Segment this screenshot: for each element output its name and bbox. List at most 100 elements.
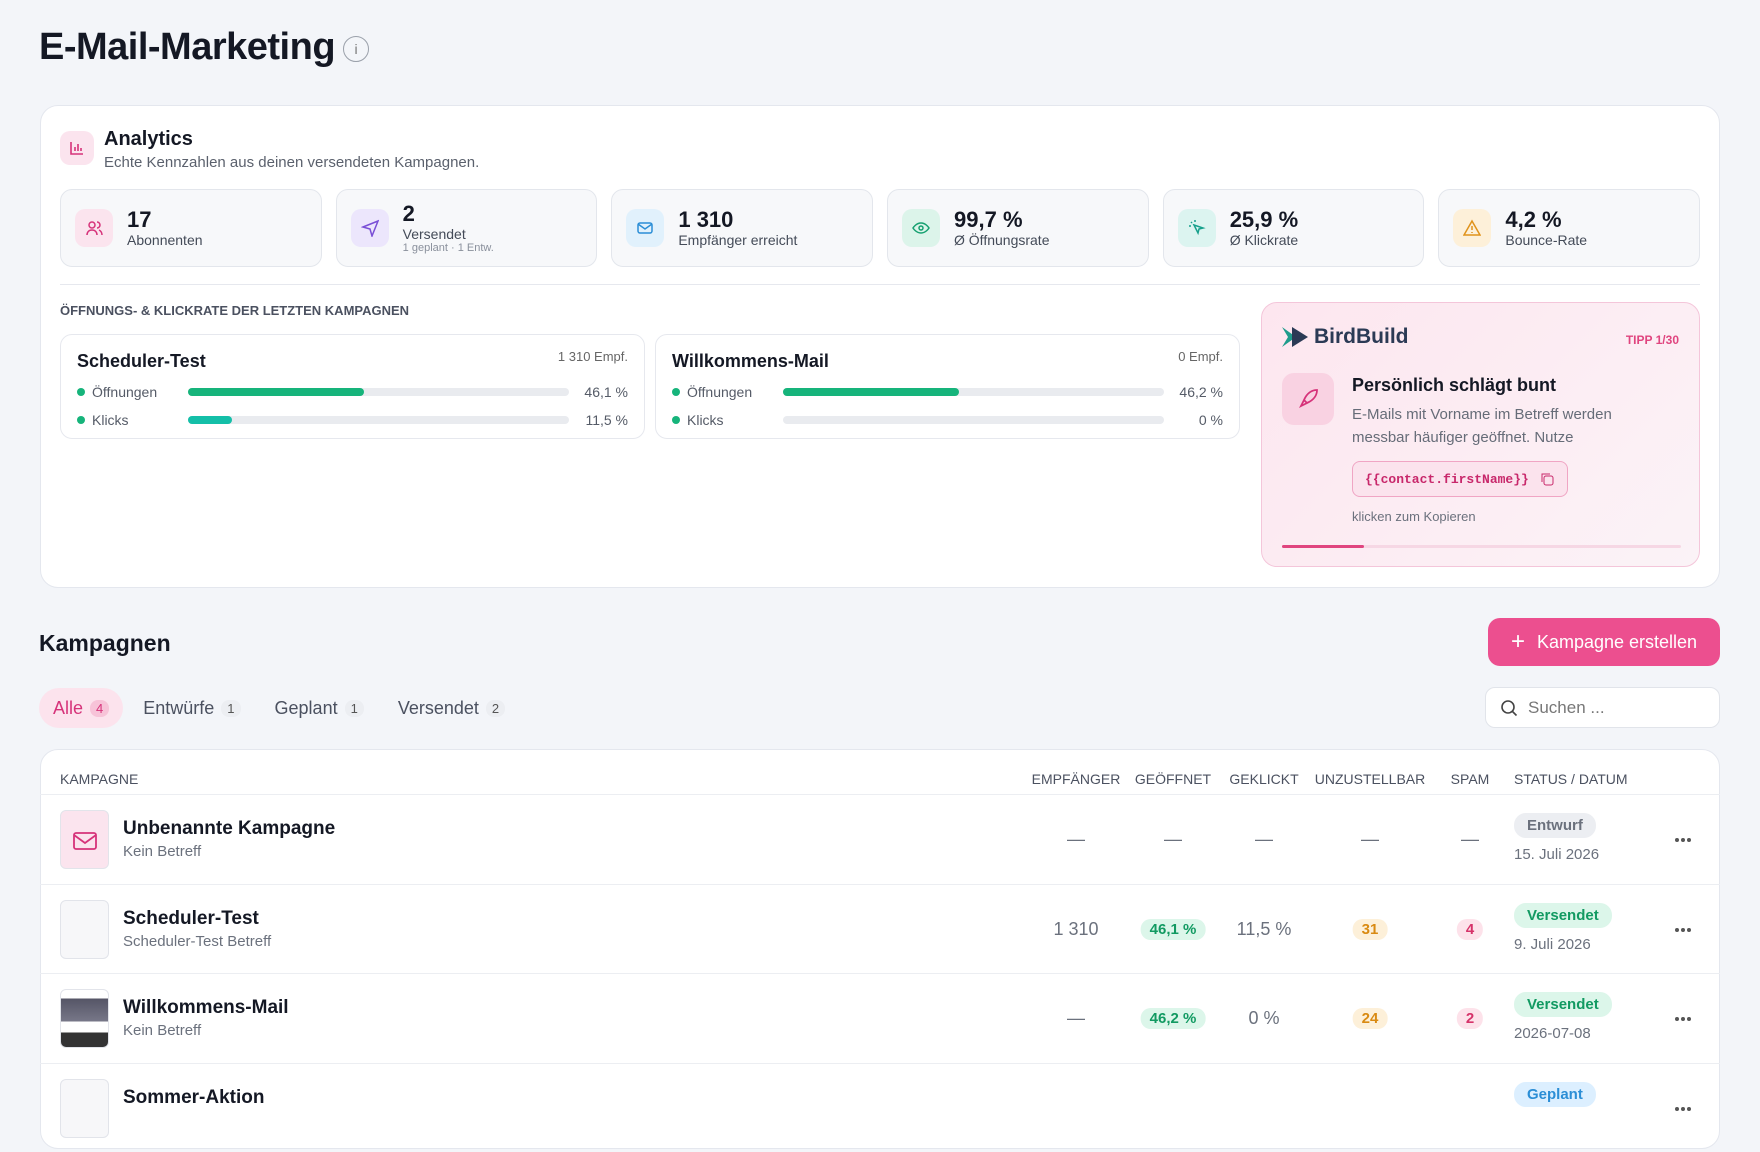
column-header: EMPFÄNGER bbox=[1031, 771, 1121, 787]
thumbnail bbox=[60, 989, 109, 1048]
stat-label: Empfänger erreicht bbox=[678, 232, 798, 248]
tip-text: E-Mails mit Vorname im Betreff werden me… bbox=[1352, 406, 1612, 446]
tab-count: 1 bbox=[221, 699, 241, 717]
tip-counter: TIPP 1/30 bbox=[1625, 333, 1679, 347]
rate-name: Scheduler-Test bbox=[77, 351, 206, 371]
table-row[interactable]: Unbenannte Kampagne Kein Betreff — — — — — Entw… bbox=[40, 794, 1720, 883]
recipients-cell: — bbox=[1067, 795, 1085, 884]
clicked-value: — bbox=[1255, 829, 1273, 849]
campaign-name: Sommer-Aktion bbox=[123, 1086, 265, 1108]
status-date: 2026-07-08 bbox=[1514, 1025, 1591, 1042]
recipients-value: — bbox=[1067, 1008, 1085, 1028]
metric-track bbox=[188, 416, 569, 424]
metric-row: Öffnungen 46,2 % bbox=[672, 378, 1223, 406]
stat-value: 4,2 % bbox=[1505, 207, 1562, 232]
bounced-value: 24 bbox=[1352, 1008, 1388, 1029]
clicked-cell: 0 % bbox=[1248, 974, 1279, 1063]
row-menu[interactable] bbox=[1674, 1002, 1692, 1028]
recipients-value: — bbox=[1067, 829, 1085, 849]
spam-cell: 2 bbox=[1456, 974, 1484, 1063]
column-header: SPAM bbox=[1450, 771, 1490, 787]
table-row[interactable]: Sommer-Aktion Geplant bbox=[40, 1062, 1720, 1152]
info-icon[interactable]: i bbox=[343, 36, 369, 62]
spam-value: — bbox=[1461, 829, 1479, 849]
stat-label: Ø Öffnungsrate bbox=[954, 232, 1050, 248]
page-title: E-Mail-Marketing bbox=[39, 26, 336, 68]
column-header: KAMPAGNE bbox=[60, 771, 139, 787]
rate-card: Willkommens-Mail 0 Empf. Öffnungen 46,2 % Kl… bbox=[655, 334, 1240, 439]
stat-card: 17 Abonnenten bbox=[60, 189, 322, 267]
brand-name: BirdBuild bbox=[1314, 325, 1409, 348]
stat-value: 17 bbox=[127, 207, 152, 232]
tip-hint: klicken zum Kopieren bbox=[1352, 509, 1476, 524]
tab-label: Alle bbox=[53, 697, 84, 718]
metric-track bbox=[783, 416, 1164, 424]
opened-cell: 46,1 % bbox=[1140, 885, 1206, 974]
stat-icon bbox=[626, 209, 665, 247]
stat-card: 4,2 % Bounce-Rate bbox=[1438, 189, 1701, 267]
metric-dot bbox=[77, 388, 85, 396]
tab-count: 1 bbox=[344, 699, 364, 717]
metric-bar bbox=[783, 388, 960, 396]
row-menu[interactable] bbox=[1674, 823, 1692, 849]
metric-row: Klicks 11,5 % bbox=[77, 406, 628, 434]
opened-cell: — bbox=[1164, 795, 1182, 884]
page: E-Mail-Marketing {"header":{"title":"E-M… bbox=[39, 26, 1720, 1149]
code-chip[interactable]: {{contact.firstName}} bbox=[1352, 461, 1568, 497]
clicked-value: 0 % bbox=[1248, 1008, 1280, 1028]
clicked-cell: — bbox=[1255, 795, 1273, 884]
stat-text: 1 310 Empfänger erreicht bbox=[678, 207, 798, 249]
bounced-cell: — bbox=[1361, 795, 1379, 884]
stat-value: 2 bbox=[402, 201, 415, 226]
spam-value: 2 bbox=[1456, 1008, 1484, 1029]
tab-label: Versendet bbox=[397, 697, 479, 718]
create-button[interactable]: + Kampagne erstellen bbox=[1488, 618, 1720, 666]
spam-cell: — bbox=[1461, 795, 1479, 884]
stat-value: 1 310 bbox=[678, 207, 734, 232]
bounced-value: 31 bbox=[1352, 918, 1388, 940]
metric-label: Klicks bbox=[92, 412, 129, 428]
campaign-name: Unbenannte Kampagne bbox=[123, 818, 336, 839]
table-row[interactable]: Scheduler-Test Scheduler-Test Betreff 1 31… bbox=[40, 883, 1720, 974]
analytics-icon bbox=[60, 131, 94, 165]
metric-value: 46,2 % bbox=[1179, 384, 1223, 400]
metric-bar bbox=[188, 416, 232, 424]
analytics-title: Analytics bbox=[104, 128, 193, 150]
opened-cell: 46,2 % bbox=[1140, 974, 1206, 1063]
column-header: UNZUSTELLBAR bbox=[1314, 771, 1426, 787]
opened-value: 46,2 % bbox=[1140, 1008, 1206, 1029]
rocket-icon bbox=[1282, 373, 1334, 425]
stat-label: Bounce-Rate bbox=[1505, 232, 1588, 248]
spam-cell: 4 bbox=[1456, 885, 1484, 974]
opened-value: — bbox=[1164, 829, 1182, 849]
tip-card: BirdBuild TIPP 1/30 Persönlich schlägt b… bbox=[1261, 302, 1700, 567]
bounced-cell: 24 bbox=[1352, 974, 1388, 1063]
stats: 17 Abonnenten 2 Versendet 1 geplant · 1 Entw… bbox=[60, 189, 1701, 267]
table-row[interactable]: Willkommens-Mail Kein Betreff — 46,2 % 0 % 24… bbox=[40, 973, 1720, 1062]
tip-progress bbox=[1282, 545, 1681, 548]
stat-value: 99,7 % bbox=[954, 207, 1023, 232]
brand: BirdBuild bbox=[1280, 323, 1409, 351]
bounced-cell: 31 bbox=[1352, 885, 1388, 974]
search[interactable]: Suchen ... bbox=[1485, 687, 1720, 728]
tab-label: Geplant bbox=[274, 697, 338, 718]
stat-label: Abonnenten bbox=[127, 232, 203, 248]
tab[interactable]: Alle 4 bbox=[39, 688, 124, 728]
thumbnail bbox=[60, 810, 109, 869]
campaign-subject: Kein Betreff bbox=[123, 843, 202, 860]
rate-name: Willkommens-Mail bbox=[672, 351, 829, 371]
row-menu[interactable] bbox=[1674, 1092, 1692, 1118]
stat-card: 99,7 % Ø Öffnungsrate bbox=[887, 189, 1149, 267]
tab[interactable]: Geplant 1 bbox=[261, 688, 378, 728]
metric-track bbox=[188, 388, 569, 396]
stat-value: 25,9 % bbox=[1229, 207, 1299, 232]
tabs: Alle 4 Entwürfe 1 Geplant 1 Versendet 2 bbox=[39, 688, 519, 728]
tab-count: 4 bbox=[90, 699, 110, 717]
metric-value: 11,5 % bbox=[585, 412, 628, 428]
stat-card: 2 Versendet 1 geplant · 1 Entw. bbox=[335, 189, 598, 267]
rate-card: Scheduler-Test 1 310 Empf. Öffnungen 46,1 %… bbox=[60, 334, 645, 439]
row-menu[interactable] bbox=[1674, 913, 1692, 939]
tab[interactable]: Versendet 2 bbox=[384, 688, 519, 728]
status-badge: Entwurf bbox=[1514, 813, 1596, 838]
tab[interactable]: Entwürfe 1 bbox=[129, 688, 254, 728]
